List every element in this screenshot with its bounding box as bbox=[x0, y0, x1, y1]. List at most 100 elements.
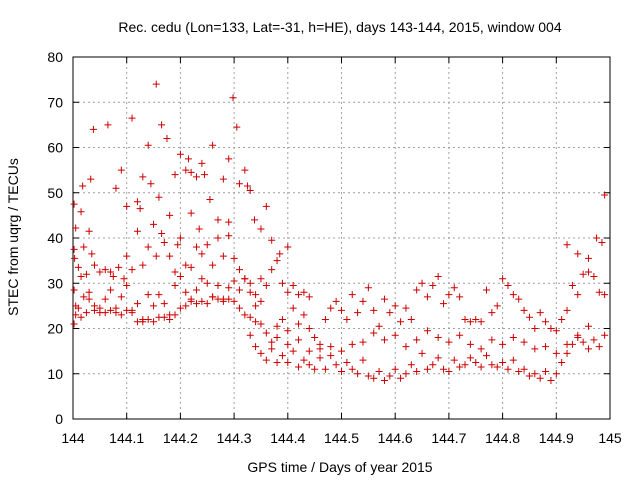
data-point-plus-marker bbox=[348, 291, 356, 299]
data-point-plus-marker bbox=[574, 291, 582, 299]
data-point-plus-marker bbox=[445, 367, 453, 375]
data-point-plus-marker bbox=[268, 236, 276, 244]
data-point-plus-marker bbox=[558, 315, 566, 323]
data-point-plus-marker bbox=[257, 320, 265, 328]
data-point-plus-marker bbox=[158, 229, 166, 237]
data-point-plus-marker bbox=[136, 205, 144, 213]
data-point-plus-marker bbox=[509, 291, 517, 299]
data-point-plus-marker bbox=[445, 291, 453, 299]
data-point-plus-marker bbox=[593, 234, 601, 242]
data-point-plus-marker bbox=[585, 254, 593, 262]
data-point-plus-marker bbox=[268, 266, 276, 274]
data-point-plus-marker bbox=[563, 349, 571, 357]
y-tick-label: 10 bbox=[47, 366, 63, 382]
data-point-plus-marker bbox=[311, 365, 319, 373]
data-point-plus-marker bbox=[520, 306, 528, 314]
data-point-plus-marker bbox=[552, 370, 560, 378]
data-point-plus-marker bbox=[144, 315, 152, 323]
data-point-plus-marker bbox=[219, 175, 227, 183]
data-point-plus-marker bbox=[252, 318, 260, 326]
data-point-plus-marker bbox=[402, 370, 410, 378]
data-point-plus-marker bbox=[262, 202, 270, 210]
data-point-plus-marker bbox=[235, 180, 243, 188]
data-point-plus-marker bbox=[375, 322, 383, 330]
data-point-plus-marker bbox=[147, 180, 155, 188]
data-point-plus-marker bbox=[311, 334, 319, 342]
data-point-plus-marker bbox=[278, 279, 286, 287]
data-point-plus-marker bbox=[295, 363, 303, 371]
data-point-plus-marker bbox=[89, 125, 97, 133]
data-point-plus-marker bbox=[203, 279, 211, 287]
data-point-plus-marker bbox=[370, 329, 378, 337]
y-axis-label: STEC from uqrg / TECUs bbox=[5, 158, 21, 316]
data-point-plus-marker bbox=[563, 340, 571, 348]
data-point-plus-marker bbox=[209, 141, 217, 149]
data-point-plus-marker bbox=[466, 354, 474, 362]
data-point-plus-marker bbox=[456, 331, 464, 339]
data-point-plus-marker bbox=[380, 336, 388, 344]
data-point-plus-marker bbox=[402, 304, 410, 312]
data-point-plus-marker bbox=[300, 356, 308, 364]
data-point-plus-marker bbox=[278, 315, 286, 323]
data-point-plus-marker bbox=[252, 291, 260, 299]
data-point-plus-marker bbox=[163, 134, 171, 142]
data-point-plus-marker bbox=[574, 331, 582, 339]
data-point-plus-marker bbox=[450, 284, 458, 292]
data-point-plus-marker bbox=[305, 347, 313, 355]
tick-labels: 144 144.1 144.2 144.3 144.4 144.5 144.6 144.7 14… bbox=[47, 49, 621, 446]
y-tick-label: 40 bbox=[47, 230, 63, 246]
data-point-plus-marker bbox=[225, 155, 233, 163]
data-point-plus-marker bbox=[289, 282, 297, 290]
data-point-plus-marker bbox=[182, 302, 190, 310]
data-point-plus-marker bbox=[461, 361, 469, 369]
data-point-plus-marker bbox=[133, 198, 141, 206]
data-point-plus-marker bbox=[70, 320, 78, 328]
data-point-plus-marker bbox=[235, 286, 243, 294]
data-point-plus-marker bbox=[101, 309, 109, 317]
data-point-plus-marker bbox=[284, 288, 292, 296]
data-point-plus-marker bbox=[77, 313, 85, 321]
data-point-plus-marker bbox=[117, 311, 125, 319]
grid-lines bbox=[73, 57, 610, 419]
data-point-plus-marker bbox=[482, 286, 490, 294]
data-point-plus-marker bbox=[418, 279, 426, 287]
data-point-plus-marker bbox=[176, 304, 184, 312]
x-tick-label: 144.3 bbox=[217, 430, 252, 446]
data-point-plus-marker bbox=[542, 367, 550, 375]
data-point-plus-marker bbox=[499, 358, 507, 366]
data-point-plus-marker bbox=[359, 297, 367, 305]
data-point-plus-marker bbox=[144, 291, 152, 299]
data-point-plus-marker bbox=[509, 356, 517, 364]
data-point-plus-marker bbox=[482, 352, 490, 360]
y-tick-label: 0 bbox=[55, 411, 63, 427]
data-point-plus-marker bbox=[493, 302, 501, 310]
data-point-plus-marker bbox=[176, 150, 184, 158]
data-point-plus-marker bbox=[225, 284, 233, 292]
data-point-plus-marker bbox=[246, 186, 254, 194]
data-point-plus-marker bbox=[246, 288, 254, 296]
data-point-plus-marker bbox=[391, 302, 399, 310]
data-point-plus-marker bbox=[276, 250, 284, 258]
x-tick-label: 144.9 bbox=[539, 430, 574, 446]
data-point-plus-marker bbox=[466, 340, 474, 348]
y-tick-label: 70 bbox=[47, 94, 63, 110]
data-point-plus-marker bbox=[88, 250, 96, 258]
y-tick-label: 60 bbox=[47, 140, 63, 156]
data-point-plus-marker bbox=[128, 114, 136, 122]
data-point-plus-marker bbox=[273, 322, 281, 330]
data-point-plus-marker bbox=[206, 196, 214, 204]
data-point-plus-marker bbox=[90, 306, 98, 314]
data-point-plus-marker bbox=[152, 80, 160, 88]
data-point-plus-marker bbox=[407, 315, 415, 323]
data-point-plus-marker bbox=[219, 252, 227, 260]
data-point-plus-marker bbox=[338, 306, 345, 314]
data-point-plus-marker bbox=[413, 336, 421, 344]
data-point-plus-marker bbox=[71, 254, 79, 262]
data-point-plus-marker bbox=[115, 263, 123, 271]
data-point-plus-marker bbox=[434, 334, 442, 342]
data-point-plus-marker bbox=[112, 309, 120, 317]
data-point-plus-marker bbox=[579, 338, 587, 346]
x-tick-label: 144.4 bbox=[270, 430, 305, 446]
data-point-plus-marker bbox=[305, 361, 313, 369]
